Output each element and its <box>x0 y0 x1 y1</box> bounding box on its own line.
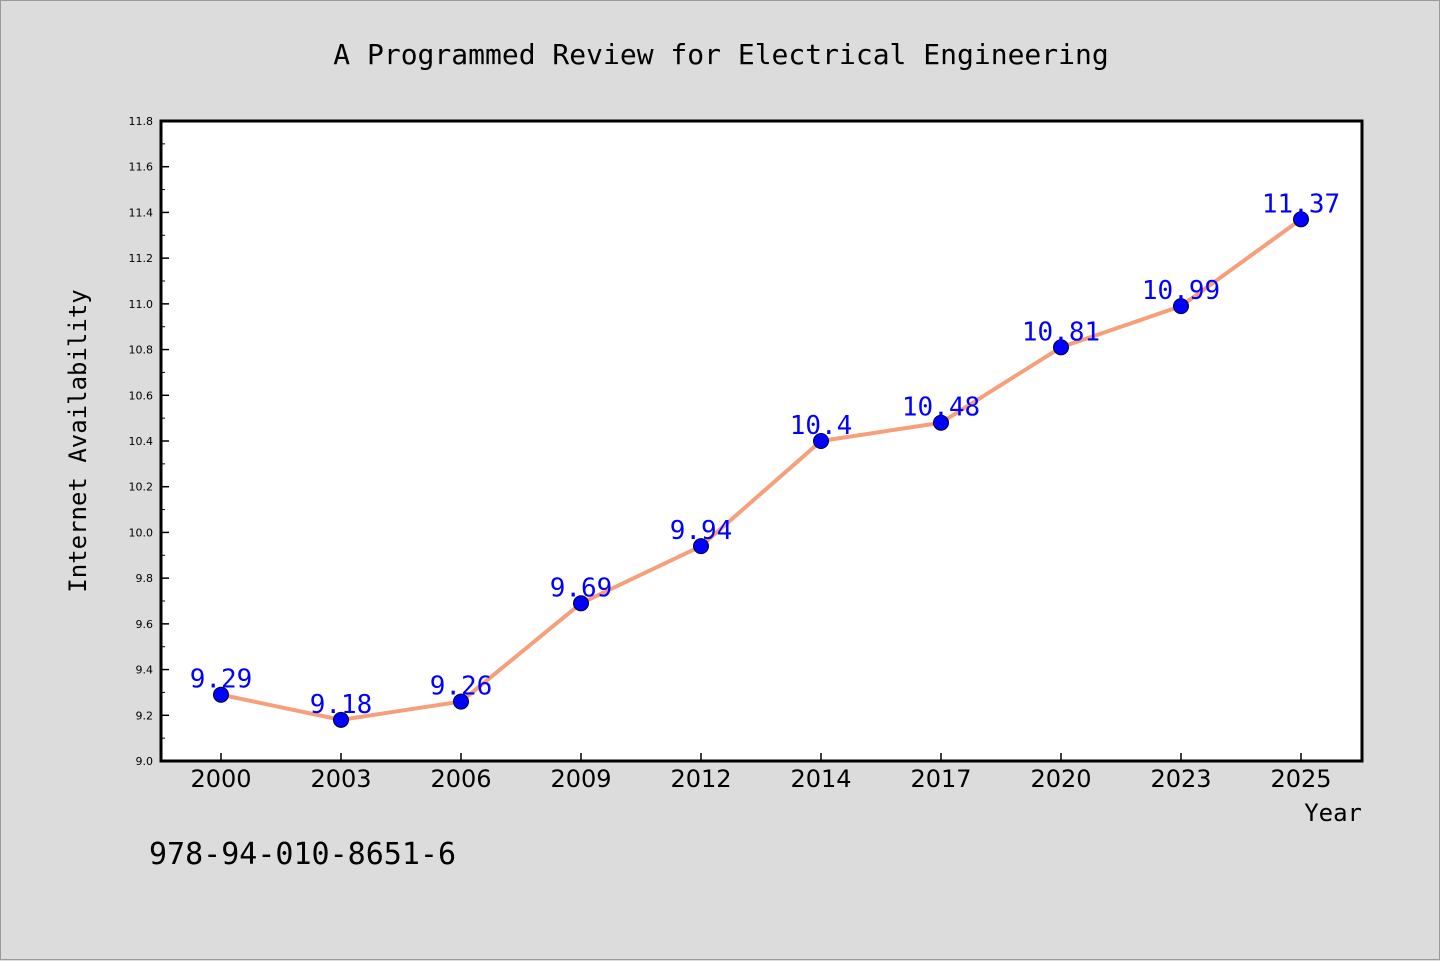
x-tick-label: 2014 <box>790 765 851 793</box>
y-tick-label: 11.6 <box>129 161 154 174</box>
data-label: 10.48 <box>902 393 980 423</box>
series-line <box>220 217 1303 722</box>
data-label: 9.18 <box>310 690 373 720</box>
y-tick-label: 10.0 <box>129 526 154 539</box>
x-tick-label: 2023 <box>1150 765 1211 793</box>
data-point <box>453 693 469 710</box>
y-tick-label: 10.8 <box>129 344 154 357</box>
data-label: 10.81 <box>1022 317 1100 347</box>
data-point <box>933 414 949 431</box>
y-tick-label: 9.8 <box>136 572 154 585</box>
y-tick-label: 9.0 <box>136 755 154 768</box>
data-label: 9.29 <box>190 665 253 695</box>
data-point <box>693 538 709 555</box>
x-axis-ticks: 2000 2003 2006 2009 2012 2014 2017 2020 2023 2025 <box>190 753 1332 793</box>
y-tick-label: 9.6 <box>136 618 154 631</box>
x-axis-label: Year <box>1304 799 1362 827</box>
y-tick-label: 11.4 <box>129 206 154 219</box>
y-tick-label: 9.4 <box>136 664 154 677</box>
y-tick-label: 10.2 <box>129 481 154 494</box>
y-tick-label: 10.4 <box>129 435 154 448</box>
chart-title: A Programmed Review for Electrical Engin… <box>333 38 1108 71</box>
data-label: 9.26 <box>430 672 493 702</box>
data-labels: 9.29 9.18 9.26 9.69 9.94 10.4 10.48 10.81 10.99 1… <box>190 189 1340 720</box>
x-tick-label: 2025 <box>1270 765 1331 793</box>
x-tick-label: 2020 <box>1030 765 1091 793</box>
isbn-text: 978-94-010-8651-6 <box>149 837 456 872</box>
y-tick-label: 11.2 <box>129 252 154 265</box>
data-label: 9.69 <box>550 573 613 603</box>
plot-border <box>159 119 1364 763</box>
y-tick-label: 11.0 <box>129 298 154 311</box>
plot-area <box>161 121 1362 761</box>
y-axis-label: Internet Availability <box>64 289 92 592</box>
data-label: 11.37 <box>1262 189 1340 219</box>
data-point <box>813 433 829 449</box>
y-tick-label: 9.2 <box>136 709 154 722</box>
x-tick-label: 2006 <box>430 765 491 793</box>
x-tick-label: 2012 <box>670 765 731 793</box>
x-tick-label: 2017 <box>910 765 971 793</box>
x-tick-label: 2000 <box>190 765 251 793</box>
data-point <box>333 711 349 728</box>
data-label: 9.94 <box>670 516 733 546</box>
x-tick-label: 2009 <box>550 765 611 793</box>
y-tick-label: 11.8 <box>129 115 154 128</box>
data-point <box>213 686 229 703</box>
data-point <box>573 595 589 612</box>
data-point <box>1173 298 1189 315</box>
data-point <box>1293 211 1309 228</box>
x-tick-label: 2003 <box>310 765 371 793</box>
data-label: 10.4 <box>790 411 853 441</box>
series-markers <box>213 211 1309 728</box>
data-point <box>1053 339 1069 356</box>
y-tick-label: 10.6 <box>129 389 154 402</box>
y-axis-ticks: 9.0 9.2 9.4 9.6 9.8 10.0 10.2 10.4 10.6 10.8 11.0 1… <box>129 115 169 768</box>
data-label: 10.99 <box>1142 276 1220 306</box>
